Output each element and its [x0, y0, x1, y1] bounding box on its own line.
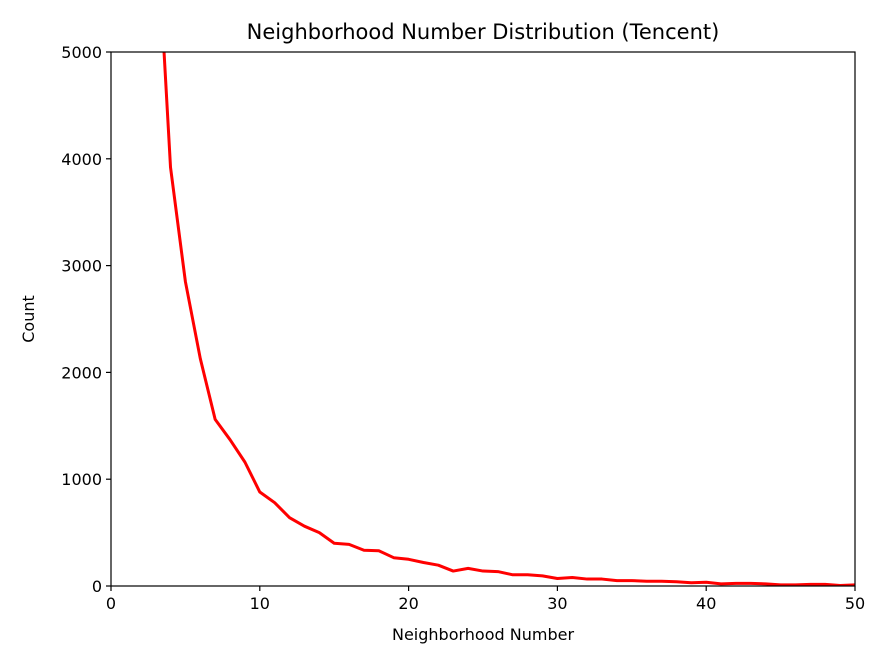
x-tick-label: 10 — [250, 594, 270, 613]
y-tick-label: 0 — [92, 577, 102, 596]
y-axis: 0 1000 2000 3000 4000 5000 — [61, 43, 111, 596]
series-line — [162, 52, 855, 586]
x-tick-label: 20 — [398, 594, 418, 613]
y-tick-label: 2000 — [61, 363, 102, 382]
y-tick-label: 3000 — [61, 257, 102, 276]
x-tick-label: 40 — [696, 594, 716, 613]
y-tick-label: 4000 — [61, 150, 102, 169]
plot-frame — [110, 51, 856, 587]
y-tick-label: 1000 — [61, 470, 102, 489]
x-tick-label: 50 — [845, 594, 865, 613]
x-tick-label: 30 — [547, 594, 567, 613]
series-layer — [162, 52, 855, 586]
x-axis: 0 10 20 30 40 50 — [106, 586, 865, 613]
y-tick-label: 5000 — [61, 43, 102, 62]
chart-title: Neighborhood Number Distribution (Tencen… — [247, 20, 720, 44]
x-tick-label: 0 — [106, 594, 116, 613]
x-axis-label: Neighborhood Number — [392, 625, 574, 644]
y-axis-label: Count — [19, 295, 38, 343]
